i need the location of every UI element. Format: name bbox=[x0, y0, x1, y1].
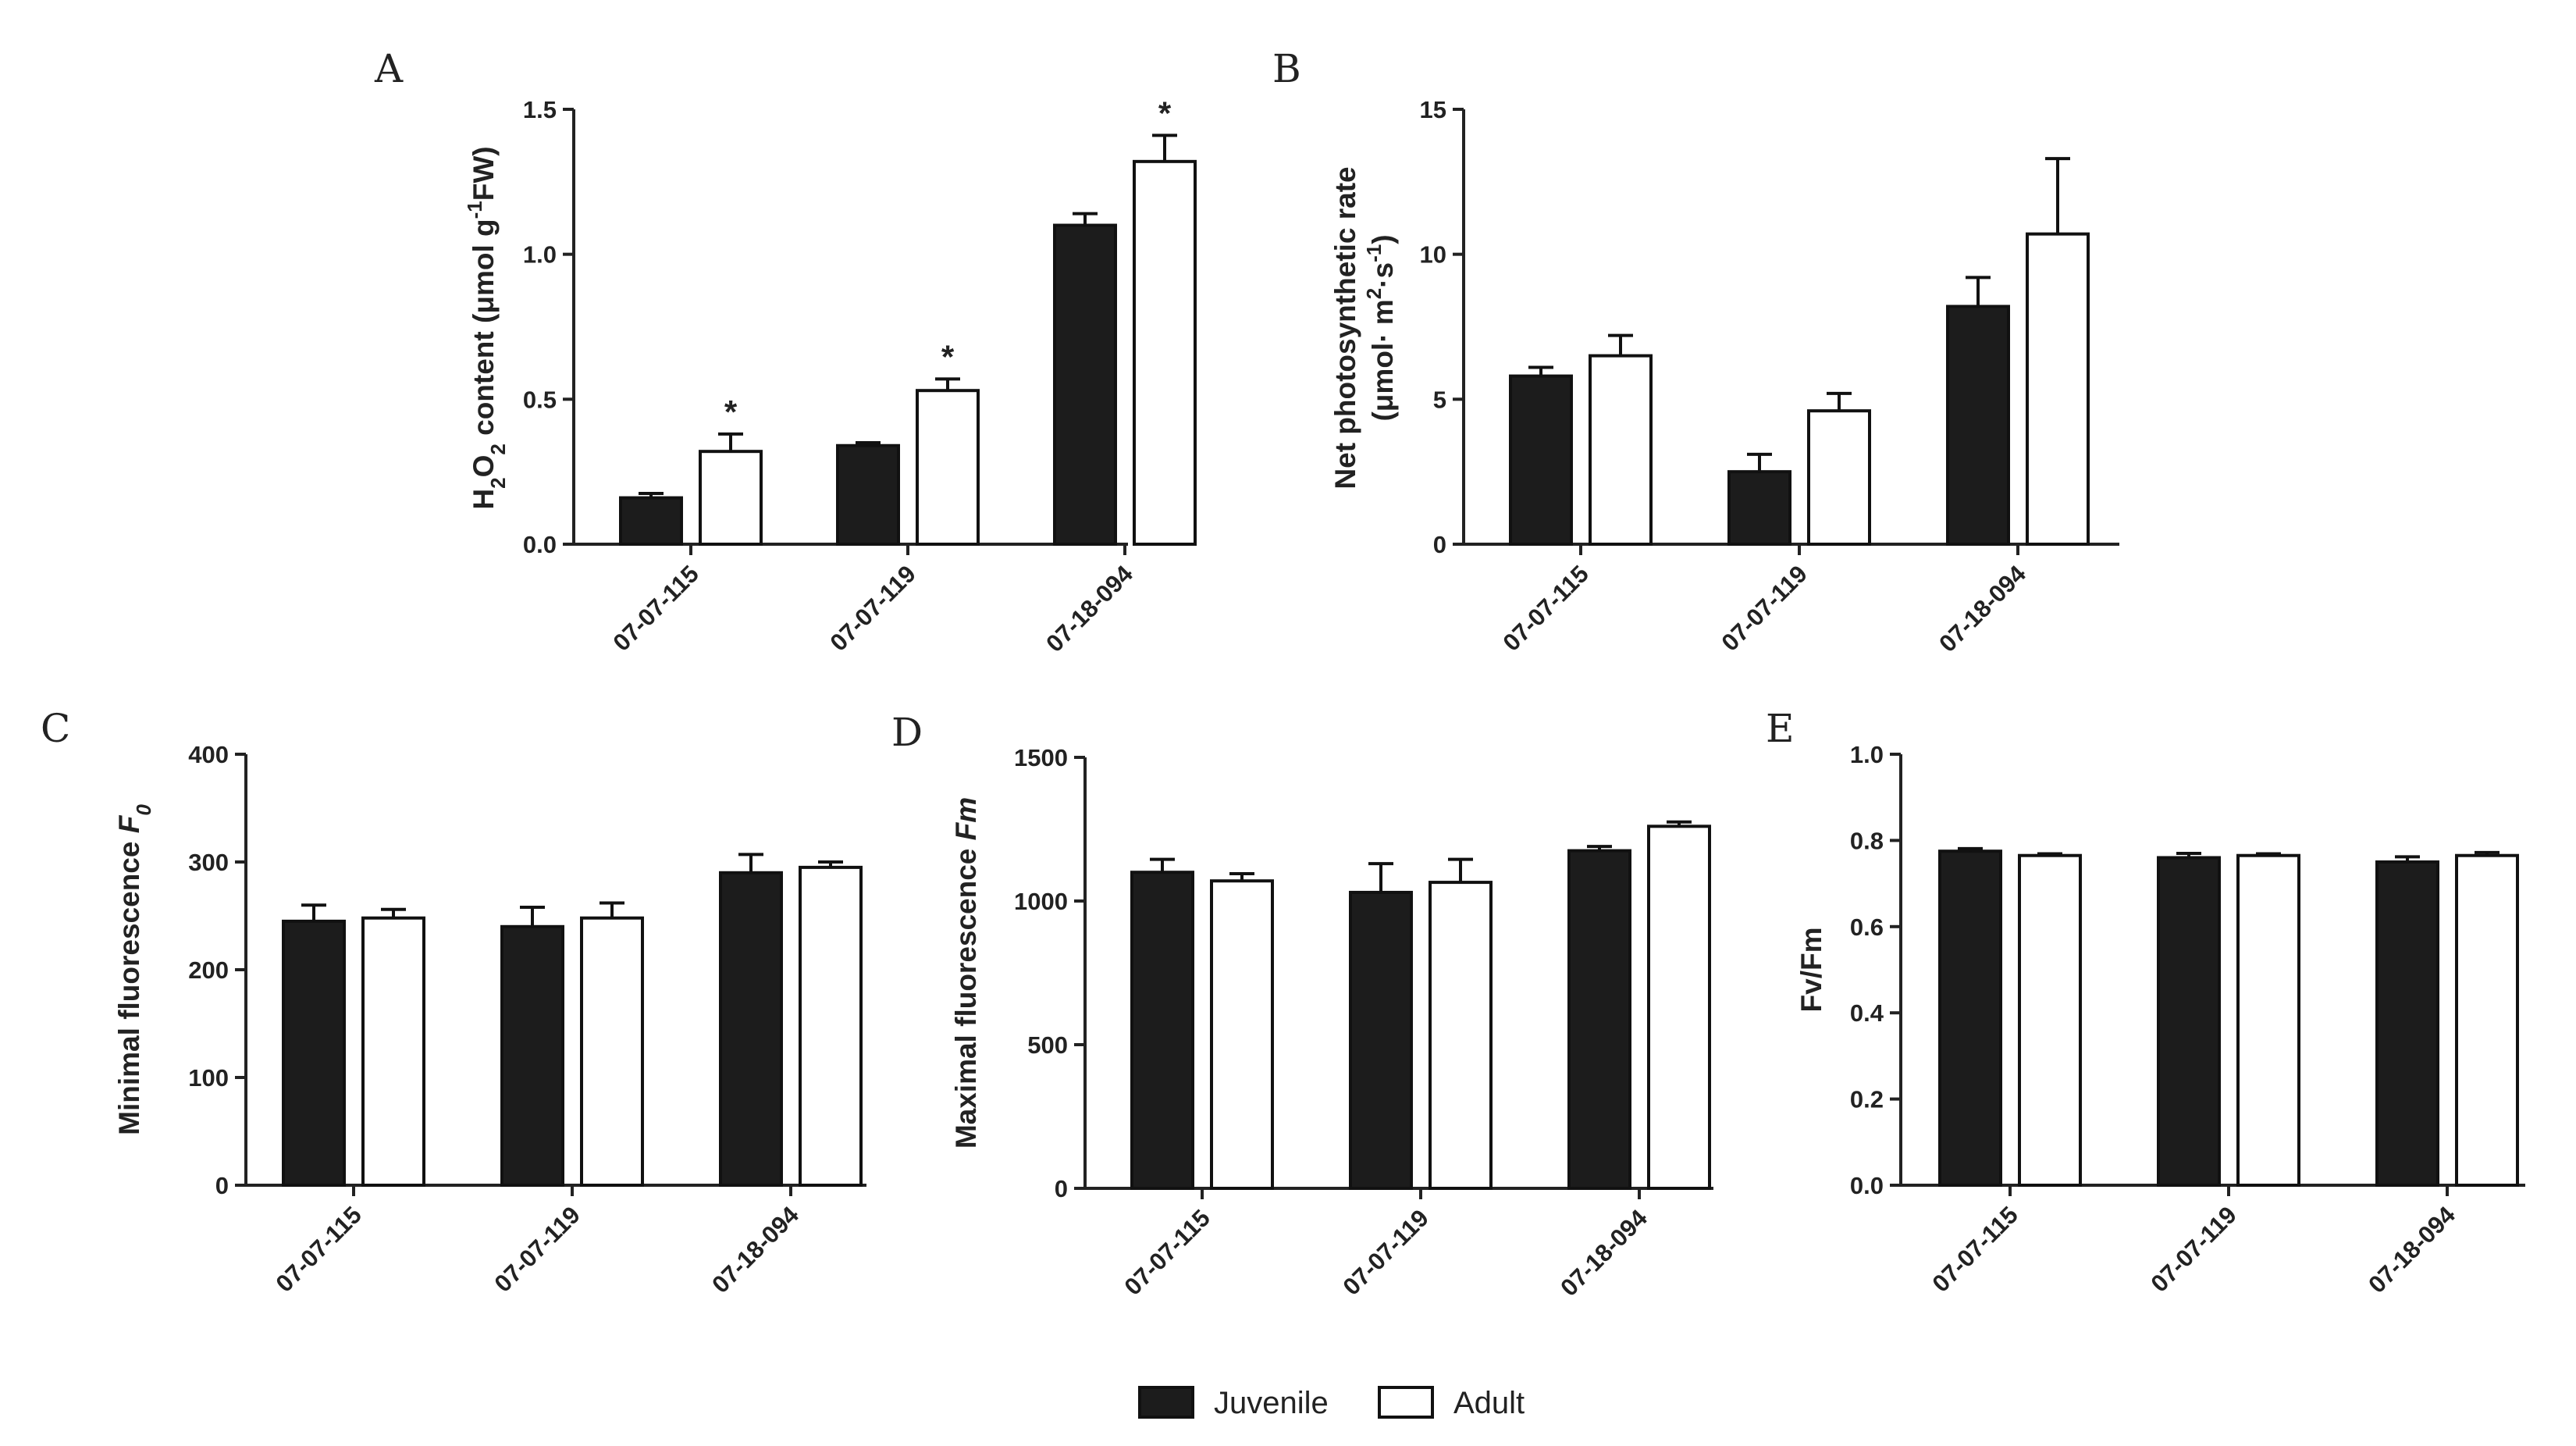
bar-adult-07-07-115 bbox=[1589, 354, 1653, 546]
y-tick-label: 0 bbox=[1055, 1175, 1068, 1202]
legend-label-juvenile: Juvenile bbox=[1214, 1386, 1329, 1420]
significance-mark: * bbox=[724, 394, 738, 430]
bar-juvenile-07-18-094 bbox=[1567, 849, 1631, 1190]
bar-juvenile-07-07-119 bbox=[2157, 856, 2221, 1187]
bar-adult-07-18-094 bbox=[2455, 853, 2519, 1187]
bar-juvenile-07-07-115 bbox=[1938, 849, 2002, 1187]
bar-adult-07-07-119 bbox=[916, 389, 980, 546]
y-tick-label: 10 bbox=[1420, 241, 1446, 269]
y-axis-title: Maximal fluorescence Fm bbox=[950, 797, 982, 1149]
bar-adult-07-18-094 bbox=[1647, 825, 1711, 1190]
y-tick-label: 0 bbox=[1433, 531, 1446, 558]
y-tick-label: 1000 bbox=[1014, 888, 1068, 915]
panel-c: C 0 100 200 300 400 07-07-115 07-07-119 07-18-09… bbox=[41, 706, 866, 1298]
significance-mark: * bbox=[1158, 94, 1172, 131]
panel-letter: C bbox=[41, 706, 70, 751]
x-tick-label: 07-07-115 bbox=[607, 560, 703, 656]
bar-juvenile-07-07-119 bbox=[1727, 470, 1791, 547]
legend: Juvenile Adult bbox=[1138, 1386, 1525, 1420]
panel-b: B 0 5 10 15 07-07-115 07-07-119 07-18-094 Net ph… bbox=[1272, 46, 2119, 657]
x-tick-label: 07-18-094 bbox=[1934, 560, 2031, 657]
bar-juvenile-07-07-115 bbox=[282, 919, 346, 1188]
y-tick-label: 100 bbox=[188, 1064, 229, 1092]
x-tick-label: 07-07-119 bbox=[1716, 560, 1812, 656]
bar-adult-07-07-115 bbox=[1210, 879, 1274, 1190]
y-tick-label: 0.2 bbox=[1850, 1086, 1884, 1113]
y-tick-label: 0.8 bbox=[1850, 827, 1884, 854]
bar-adult-07-07-115 bbox=[699, 450, 763, 547]
y-tick-label: 1.0 bbox=[523, 241, 557, 269]
panel-letter: B bbox=[1272, 46, 1301, 91]
x-tick-label: 07-18-094 bbox=[1555, 1204, 1653, 1302]
y-tick-label: 0.0 bbox=[523, 531, 557, 558]
bar-juvenile-07-07-119 bbox=[500, 924, 564, 1188]
y-tick-label: 5 bbox=[1433, 386, 1446, 413]
y-tick-label: 0.4 bbox=[1850, 999, 1884, 1027]
bar-juvenile-07-07-115 bbox=[1130, 871, 1194, 1190]
panel-e: E 0.0 0.2 0.4 0.6 0.8 1.0 07-07-115 07-07-119 07-… bbox=[1766, 706, 2525, 1298]
legend-swatch-juvenile bbox=[1138, 1386, 1194, 1419]
bar-juvenile-07-18-094 bbox=[1053, 223, 1117, 546]
bar-adult-07-07-115 bbox=[361, 916, 425, 1187]
bar-juvenile-07-07-119 bbox=[836, 443, 900, 546]
legend-swatch-adult bbox=[1378, 1386, 1434, 1419]
bar-adult-07-07-119 bbox=[1429, 881, 1493, 1190]
x-tick-label: 07-18-094 bbox=[2363, 1201, 2460, 1298]
x-tick-label: 07-07-115 bbox=[1119, 1204, 1215, 1300]
y-axis-title: Fv/Fm bbox=[1795, 928, 1827, 1013]
legend-label-adult: Adult bbox=[1453, 1386, 1525, 1420]
y-tick-label: 400 bbox=[188, 741, 229, 768]
y-tick-label: 200 bbox=[188, 956, 229, 984]
x-tick-label: 07-07-115 bbox=[1497, 560, 1593, 656]
bar-adult-07-07-119 bbox=[580, 916, 644, 1187]
bar-juvenile-07-18-094 bbox=[2375, 860, 2439, 1187]
panel-a: A 0.0 0.5 1.0 1.5 * 07-07-115 * 07-07-119 * 07-18-… bbox=[374, 46, 1197, 657]
bar-juvenile-07-07-115 bbox=[1509, 374, 1573, 547]
panel-letter: D bbox=[891, 710, 923, 755]
y-tick-label: 15 bbox=[1420, 96, 1446, 123]
y-tick-label: 0 bbox=[215, 1172, 229, 1199]
panel-d: D 0 500 1000 1500 07-07-115 07-07-119 07-18-094… bbox=[891, 710, 1713, 1302]
x-tick-label: 07-07-115 bbox=[270, 1201, 366, 1297]
y-tick-label: 1.5 bbox=[523, 96, 557, 123]
y-axis-title: H2O2 content (μmol g-1FW) bbox=[463, 146, 510, 509]
bar-juvenile-07-18-094 bbox=[719, 871, 783, 1188]
x-tick-label: 07-07-119 bbox=[489, 1201, 585, 1297]
x-tick-label: 07-18-094 bbox=[706, 1201, 804, 1298]
panel-letter: E bbox=[1766, 706, 1795, 751]
x-tick-label: 07-07-119 bbox=[2145, 1201, 2241, 1297]
bar-adult-07-18-094 bbox=[1133, 159, 1197, 546]
x-tick-label: 07-18-094 bbox=[1041, 560, 1138, 657]
y-tick-label: 0.6 bbox=[1850, 914, 1884, 941]
bar-juvenile-07-18-094 bbox=[1946, 305, 2010, 546]
bar-juvenile-07-07-119 bbox=[1349, 890, 1413, 1190]
bar-adult-07-18-094 bbox=[2026, 232, 2090, 546]
x-tick-label: 07-07-119 bbox=[1337, 1204, 1433, 1300]
y-axis-title: Minimal fluorescence F0 bbox=[113, 804, 155, 1135]
bar-adult-07-18-094 bbox=[799, 865, 863, 1188]
y-tick-label: 500 bbox=[1027, 1031, 1068, 1059]
x-tick-label: 07-07-115 bbox=[1927, 1201, 2023, 1297]
bar-adult-07-07-119 bbox=[1807, 409, 1871, 546]
significance-mark: * bbox=[941, 338, 955, 375]
y-tick-label: 300 bbox=[188, 849, 229, 876]
y-tick-label: 1500 bbox=[1014, 744, 1068, 771]
y-tick-label: 0.0 bbox=[1850, 1172, 1884, 1199]
x-tick-label: 07-07-119 bbox=[824, 560, 920, 656]
y-axis-title: Net photosynthetic rate (μmol· m2·s-1) bbox=[1329, 166, 1399, 489]
panel-letter: A bbox=[374, 46, 404, 91]
bar-adult-07-07-115 bbox=[2018, 853, 2082, 1187]
y-tick-label: 1.0 bbox=[1850, 741, 1884, 768]
bar-juvenile-07-07-115 bbox=[619, 496, 683, 547]
bar-adult-07-07-119 bbox=[2236, 853, 2300, 1187]
y-tick-label: 0.5 bbox=[523, 386, 557, 413]
